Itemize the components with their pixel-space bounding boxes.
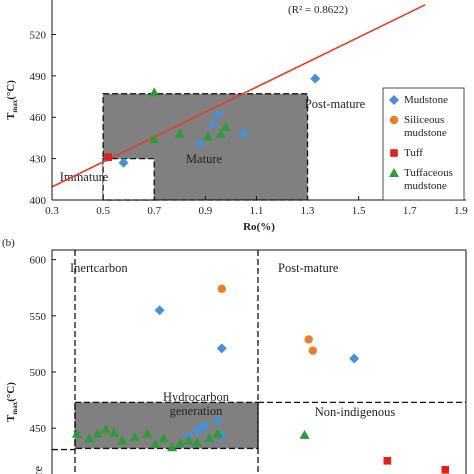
panel-b-point-tuffaceous (142, 428, 153, 438)
x-tick-label: 1.7 (403, 205, 417, 217)
legend-label-mudstone: Mudstone (404, 94, 448, 106)
x-axis-title: Ro(%) (243, 221, 275, 233)
data-point-tuffaceous (149, 87, 160, 97)
data-point-mudstone (118, 157, 129, 168)
panel-b-y-tick-label: 450 (30, 423, 47, 435)
legend-box (382, 87, 465, 201)
panel-b-y-tick-label: 600 (30, 255, 47, 267)
panel-b-point-tuffaceous (84, 433, 95, 443)
panel-b-point-tuffaceous (117, 435, 128, 445)
panel-b-point-tuff (441, 465, 450, 474)
panel-b-point-tuffaceous (158, 433, 169, 443)
legend-marker-tuffaceous (389, 168, 399, 177)
legend-label-tuffaceous: mudstone (404, 180, 447, 192)
panel-b-chart: (b)400450500550600Tmax(°C)InertcarbonPos… (2, 237, 467, 474)
panel-b-point-tuffaceous (100, 424, 111, 434)
y-tick-label: 430 (30, 154, 47, 166)
panel-b-point-mudstone (216, 343, 227, 354)
data-point-mudstone (195, 138, 206, 149)
panel-b-point-tuffaceous (175, 437, 186, 447)
x-tick-label: 0.9 (198, 205, 212, 217)
panel-b-y-axis-title: Tmax(°C) (5, 382, 19, 422)
panel-b-point-tuffaceous (204, 433, 215, 443)
panel-b-point-tuff (383, 456, 392, 465)
data-point-tuffaceous (215, 128, 226, 138)
data-point-tuffaceous (174, 128, 185, 138)
y-tick-label: 400 (30, 195, 47, 207)
panel-b-point-tuffaceous (299, 429, 310, 439)
legend-label-tuffaceous: Tuffaceous (404, 167, 453, 179)
panel-b-point-mudstone (200, 420, 211, 431)
panel-b-point-siliceous (217, 284, 226, 294)
data-point-mudstone (208, 119, 218, 130)
data-point-mudstone (213, 109, 224, 120)
panel-b-point-mudstone (212, 415, 223, 426)
panel-b-y-tick-label: 550 (30, 311, 47, 323)
panel-b-y-tick-label: 500 (30, 367, 47, 379)
x-tick-label: 0.3 (45, 205, 59, 217)
region-label-inertcarbon: Inertcarbon (70, 261, 128, 275)
panel-b-point-tuffaceous (191, 437, 202, 447)
x-tick-label: 0.7 (147, 205, 161, 217)
legend-marker-tuff (390, 149, 398, 157)
x-tick-label: 1.1 (250, 205, 264, 217)
x-tick-label: 1.9 (454, 205, 468, 217)
data-point-mudstone (238, 128, 249, 139)
y-tick-label: 520 (30, 29, 47, 41)
panel-b-point-tuffaceous (183, 435, 194, 445)
panel-b-point-tuffaceous (212, 428, 223, 438)
y-tick-label: 460 (30, 112, 47, 124)
panel-a-chart: Mature Immature Post-mature (R² = 0.8622) 0.… (5, 0, 468, 233)
panel-label-b: (b) (2, 237, 15, 249)
panel-b-point-tuffaceous (129, 432, 140, 442)
data-point-tuffaceous (149, 134, 160, 144)
x-tick-label: 1.5 (352, 205, 366, 217)
trend-line (51, 4, 426, 188)
region-label-non-indigenous: Non-indigenous (315, 405, 396, 419)
region-label-mature: Mature (186, 152, 223, 166)
region-label-generation: generation (170, 404, 224, 418)
panel-b-point-siliceous (304, 335, 313, 344)
legend-marker-mudstone (389, 95, 399, 105)
region-label-post-mature: Post-mature (305, 97, 366, 111)
panel-b-point-mudstone (154, 305, 165, 316)
panel-b-point-tuffaceous (150, 438, 161, 448)
legend-label-siliceous: mudstone (404, 127, 447, 139)
y-axis-title: Tmax(°C) (5, 80, 19, 120)
region-label-immature-partial: ature (31, 466, 45, 474)
panel-b-point-tuffaceous (71, 428, 82, 438)
region-label-post-mature-b: Post-mature (278, 261, 339, 275)
data-point-mudstone (310, 73, 321, 84)
region-label-hydrocarbon: Hydrocarbon (163, 390, 230, 404)
panel-b-point-tuffaceous (109, 427, 120, 437)
x-tick-label: 1.3 (301, 205, 315, 217)
data-point-tuff (104, 153, 113, 162)
panel-b-point-tuffaceous (167, 442, 178, 452)
region-label-immature: Immature (60, 170, 109, 184)
legend-marker-siliceous (389, 115, 399, 125)
immature-region-box (102, 157, 155, 201)
data-point-tuffaceous (220, 121, 231, 131)
fit-r2-label: (R² = 0.8622) (288, 4, 348, 16)
data-point-tuffaceous (202, 131, 213, 141)
x-tick-label: 0.5 (96, 205, 110, 217)
legend-label-siliceous: Siliceous (404, 114, 444, 126)
y-tick-label: 490 (30, 71, 47, 83)
panel-b-point-mudstone (349, 353, 360, 364)
panel-b-point-tuffaceous (92, 428, 103, 438)
panel-b-point-siliceous (308, 346, 318, 355)
legend-label-tuff: Tuff (404, 147, 423, 159)
